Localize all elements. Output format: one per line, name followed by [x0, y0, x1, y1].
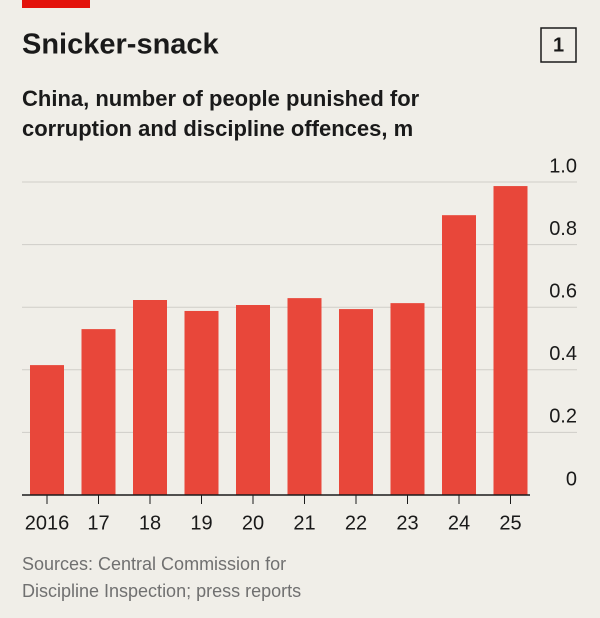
chart-number-box	[540, 27, 577, 63]
x-tick-label: 2016	[25, 512, 70, 534]
x-tick-label: 24	[448, 512, 470, 534]
x-tick-label: 25	[499, 512, 521, 534]
bar	[493, 186, 528, 495]
bar	[81, 329, 116, 495]
bar	[184, 310, 219, 495]
bar	[133, 300, 167, 495]
x-tick-label: 22	[345, 512, 367, 534]
y-tick-label: 0.2	[549, 406, 577, 428]
bar	[390, 303, 425, 495]
x-tick-label: 19	[190, 512, 212, 534]
y-tick-label: 0.8	[549, 218, 577, 240]
bar	[30, 365, 64, 495]
source: Sources: Central Commission for	[22, 554, 286, 574]
y-tick-label: 1.0	[549, 155, 577, 177]
bar	[339, 309, 373, 495]
bar	[287, 298, 322, 495]
x-tick-label: 18	[139, 512, 161, 534]
bar	[236, 305, 270, 495]
y-tick-label: 0.6	[549, 280, 577, 302]
chart-title: Snicker-snack	[22, 29, 220, 61]
subtitle: China, number of people punished for	[22, 86, 420, 111]
y-tick-label: 0	[566, 468, 577, 490]
x-tick-label: 20	[242, 512, 264, 534]
x-tick-label: 23	[396, 512, 418, 534]
source: Discipline Inspection; press reports	[22, 581, 301, 601]
bar	[442, 215, 476, 496]
brand-bar	[22, 0, 90, 8]
subtitle: corruption and discipline offences, m	[22, 116, 413, 141]
x-tick-label: 17	[87, 512, 109, 534]
y-tick-label: 0.4	[549, 343, 577, 365]
x-tick-label: 21	[293, 512, 315, 534]
chart-number: 1	[553, 34, 564, 56]
